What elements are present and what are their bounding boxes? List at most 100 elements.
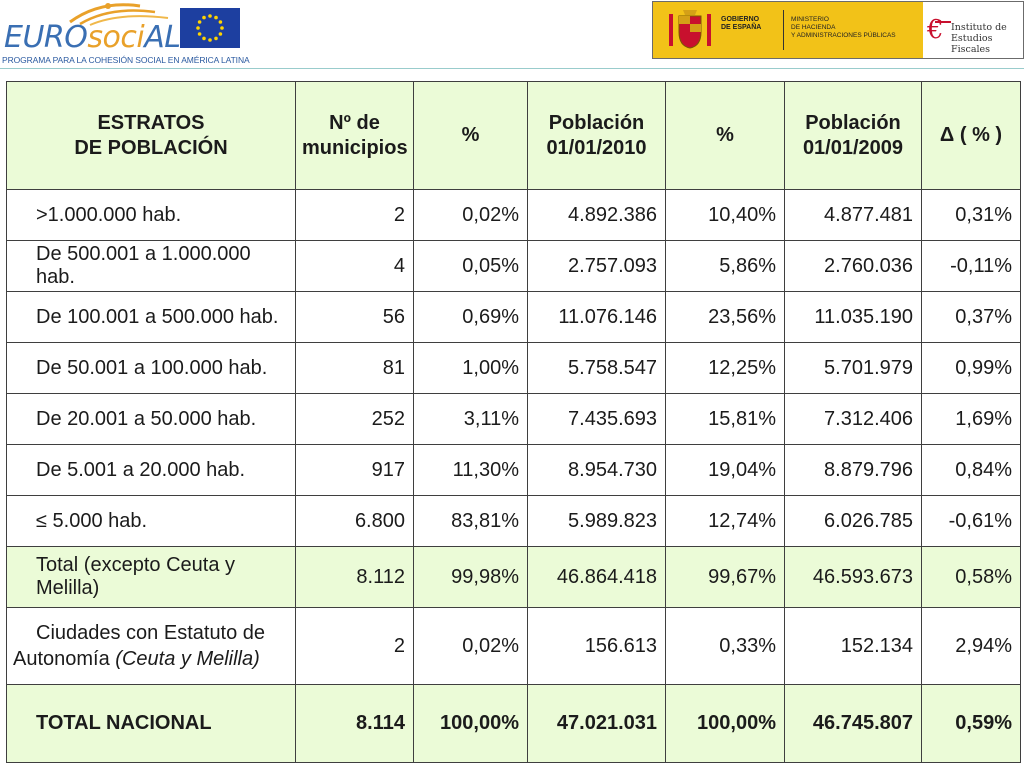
cell-pct-poblacion: 0,33% [665,607,785,685]
eu-flag-icon [180,8,240,48]
cell-delta: -0,61% [921,495,1021,547]
cell-pct-municipios: 83,81% [413,495,528,547]
cell-poblacion-2010: 46.864.418 [527,546,666,608]
table-row: De 5.001 a 20.000 hab. 917 11,30% 8.954.… [6,444,1021,496]
ief-text: Instituto de Estudios Fiscales [951,22,1007,55]
table-row: De 50.001 a 100.000 hab. 81 1,00% 5.758.… [6,342,1021,394]
cell-poblacion-2009: 2.760.036 [784,240,922,292]
cell-delta: 1,69% [921,393,1021,445]
cell-poblacion-2010: 2.757.093 [527,240,666,292]
total-row-label: Total (excepto Ceuta y Melilla) [6,546,296,608]
cell-poblacion-2010: 7.435.693 [527,393,666,445]
cell-municipios: 2 [295,189,414,241]
cell-poblacion-2010: 11.076.146 [527,291,666,343]
eurosocial-tagline: PROGRAMA PARA LA COHESIÓN SOCIAL EN AMÉR… [2,55,250,65]
table-row: ≤ 5.000 hab. 6.800 83,81% 5.989.823 12,7… [6,495,1021,547]
cell-pct-poblacion: 100,00% [665,684,785,763]
cell-delta: 2,94% [921,607,1021,685]
cell-poblacion-2009: 46.593.673 [784,546,922,608]
header-poblacion-2010: Población 01/01/2010 [527,81,666,190]
row-label: >1.000.000 hab. [6,189,296,241]
header-pct-poblacion: % [665,81,785,190]
svg-text:€: € [927,15,944,45]
table-header-row: ESTRATOS DE POBLACIÓN Nº de municipios % P… [6,81,1021,190]
cell-poblacion-2009: 4.877.481 [784,189,922,241]
cell-poblacion-2010: 4.892.386 [527,189,666,241]
header-poblacion-2009: Población 01/01/2009 [784,81,922,190]
cell-municipios: 8.114 [295,684,414,763]
cell-pct-municipios: 0,02% [413,189,528,241]
cell-poblacion-2009: 46.745.807 [784,684,922,763]
row-label: De 20.001 a 50.000 hab. [6,393,296,445]
header-estratos: ESTRATOS DE POBLACIÓN [6,81,296,190]
cell-municipios: 8.112 [295,546,414,608]
cell-poblacion-2009: 5.701.979 [784,342,922,394]
cell-pct-municipios: 100,00% [413,684,528,763]
ief-logo: € Instituto de Estudios Fiscales [925,6,1021,56]
cell-pct-municipios: 1,00% [413,342,528,394]
cell-poblacion-2009: 8.879.796 [784,444,922,496]
ciudades-autonomas-row: Ciudades con Estatuto de Autonomía (Ceut… [6,607,1021,685]
table-row: De 20.001 a 50.000 hab. 252 3,11% 7.435.… [6,393,1021,445]
ministerio-text: MINISTERIO DE HACIENDA Y ADMINISTRACIONE… [791,16,896,39]
cell-delta: 0,37% [921,291,1021,343]
cell-pct-municipios: 0,69% [413,291,528,343]
row-label: De 100.001 a 500.000 hab. [6,291,296,343]
cell-poblacion-2009: 152.134 [784,607,922,685]
cell-delta: 0,99% [921,342,1021,394]
cell-poblacion-2010: 47.021.031 [527,684,666,763]
cell-municipios: 6.800 [295,495,414,547]
cell-municipios: 2 [295,607,414,685]
header-municipios: Nº de municipios [295,81,414,190]
cell-pct-poblacion: 15,81% [665,393,785,445]
row-label: De 50.001 a 100.000 hab. [6,342,296,394]
eurosocial-wordmark: EUROsociAL [4,20,181,55]
cell-pct-poblacion: 99,67% [665,546,785,608]
population-strata-table: ESTRATOS DE POBLACIÓN Nº de municipios % P… [6,81,1021,763]
cell-poblacion-2009: 7.312.406 [784,393,922,445]
eurosocial-swoosh-icon [69,3,169,26]
cell-pct-poblacion: 12,25% [665,342,785,394]
cell-pct-poblacion: 19,04% [665,444,785,496]
cell-municipios: 252 [295,393,414,445]
table-row: De 500.001 a 1.000.000 hab. 4 0,05% 2.75… [6,240,1021,292]
slide-header: EUROsociAL PROGRAMA PARA LA COHESIÓN SOC… [0,0,1024,75]
cell-pct-poblacion: 23,56% [665,291,785,343]
spain-crest-icon [669,10,711,49]
row-label: De 500.001 a 1.000.000 hab. [6,240,296,292]
cell-poblacion-2009: 6.026.785 [784,495,922,547]
cell-pct-municipios: 3,11% [413,393,528,445]
row-label: ≤ 5.000 hab. [6,495,296,547]
cell-pct-municipios: 0,02% [413,607,528,685]
cell-municipios: 4 [295,240,414,292]
cell-pct-municipios: 0,05% [413,240,528,292]
cell-delta: 0,84% [921,444,1021,496]
cell-poblacion-2010: 156.613 [527,607,666,685]
cell-delta: 0,31% [921,189,1021,241]
population-table-container: ESTRATOS DE POBLACIÓN Nº de municipios % P… [6,81,1021,763]
cell-poblacion-2009: 11.035.190 [784,291,922,343]
eurosocial-logo: EUROsociAL PROGRAMA PARA LA COHESIÓN SOC… [0,0,270,72]
cell-municipios: 56 [295,291,414,343]
gobierno-divider [783,10,784,50]
cell-municipios: 917 [295,444,414,496]
cell-poblacion-2010: 5.989.823 [527,495,666,547]
total-nacional-label: TOTAL NACIONAL [6,684,296,763]
cell-poblacion-2010: 8.954.730 [527,444,666,496]
total-nacional-row: TOTAL NACIONAL 8.114 100,00% 47.021.031 … [6,684,1021,763]
cell-pct-poblacion: 12,74% [665,495,785,547]
gobierno-banner: GOBIERNO DE ESPAÑA MINISTERIO DE HACIEND… [653,2,923,58]
cell-pct-poblacion: 10,40% [665,189,785,241]
cell-delta: 0,59% [921,684,1021,763]
header-delta: Δ ( % ) [921,81,1021,190]
header-rule [0,68,1024,69]
cell-delta: -0,11% [921,240,1021,292]
total-row: Total (excepto Ceuta y Melilla) 8.112 99… [6,546,1021,608]
cell-pct-municipios: 11,30% [413,444,528,496]
cell-poblacion-2010: 5.758.547 [527,342,666,394]
cell-delta: 0,58% [921,546,1021,608]
ief-emblem-icon: € [927,15,951,45]
cell-municipios: 81 [295,342,414,394]
gobierno-text: GOBIERNO DE ESPAÑA [721,16,762,31]
ciudades-row-label: Ciudades con Estatuto de Autonomía (Ceut… [6,607,296,685]
